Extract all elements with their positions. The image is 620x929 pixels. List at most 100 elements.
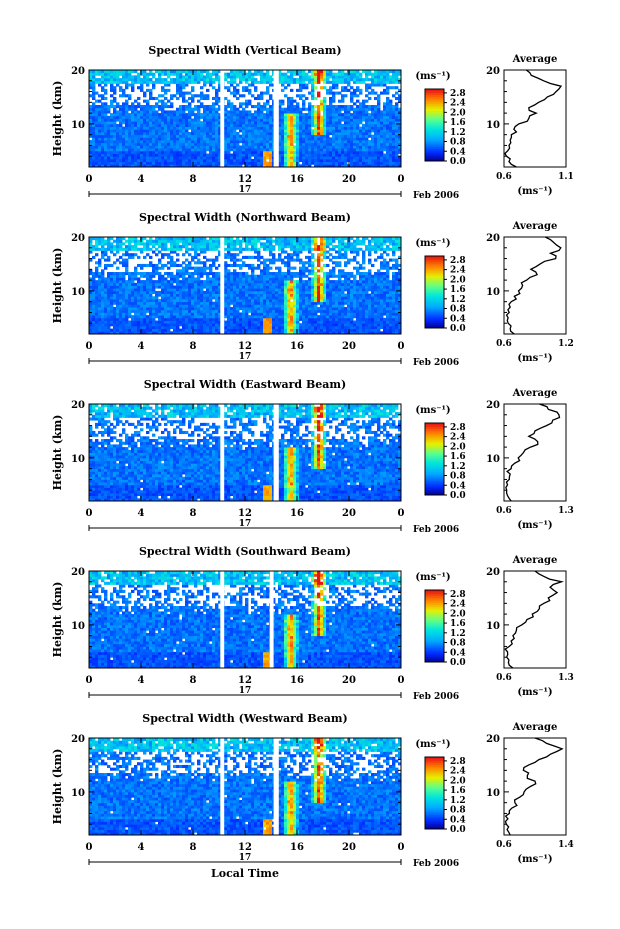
x-tick-label: 8 bbox=[190, 842, 197, 853]
x-tick-label: 0 bbox=[86, 508, 93, 519]
x-tick-label: 16 bbox=[290, 842, 304, 853]
colorbar-tick-label: 2.0 bbox=[450, 442, 466, 452]
data-gap-0 bbox=[220, 404, 225, 501]
x-tick-label: 8 bbox=[190, 341, 197, 352]
y-tick-label: 20 bbox=[71, 66, 85, 77]
colorbar-tick-label: 1.6 bbox=[450, 118, 466, 128]
x-tick-label: 0 bbox=[86, 174, 93, 185]
panel-title: Spectral Width (Northward Beam) bbox=[139, 211, 351, 224]
colorbar: (ms⁻¹) 0.00.40.81.21.62.02.42.8 bbox=[415, 572, 465, 668]
data-gap-1 bbox=[273, 404, 279, 501]
colorbar-unit-label: (ms⁻¹) bbox=[415, 405, 450, 416]
data-gap-0 bbox=[220, 237, 225, 334]
x-tick-label: 20 bbox=[342, 341, 356, 352]
average-line bbox=[504, 737, 564, 836]
average-frame bbox=[503, 236, 567, 335]
colorbar-unit-label: (ms⁻¹) bbox=[415, 238, 450, 249]
x-tick-label: 20 bbox=[342, 508, 356, 519]
x-tick-label: 4 bbox=[138, 508, 145, 519]
panel-title: Spectral Width (Southward Beam) bbox=[139, 545, 351, 558]
colorbar-tick-label: 1.2 bbox=[450, 629, 466, 639]
average-profile: Average 10 20 0.6 1.4 (ms⁻¹) bbox=[486, 722, 574, 865]
average-x-tick-label: 0.6 bbox=[496, 339, 512, 349]
colorbar-tick-label: 1.6 bbox=[450, 452, 466, 462]
colorbar-tick-label: 2.8 bbox=[450, 757, 466, 767]
y-axis-label: Height (km) bbox=[51, 749, 64, 825]
y-axis-label: Height (km) bbox=[51, 582, 64, 658]
x-tick-label: 12 bbox=[238, 842, 252, 853]
colorbar: (ms⁻¹) 0.00.40.81.21.62.02.42.8 bbox=[415, 71, 465, 167]
average-x-label: (ms⁻¹) bbox=[517, 520, 552, 531]
y-axis-label: Height (km) bbox=[51, 248, 64, 324]
x-tick-label: 8 bbox=[190, 675, 197, 686]
x-tick-label: 12 bbox=[238, 675, 252, 686]
beam-panel-2: Spectral Width (Eastward Beam) 10 20 Height… bbox=[51, 378, 574, 535]
average-y-tick-label: 20 bbox=[486, 734, 500, 745]
colorbar-tick-label: 0.0 bbox=[450, 157, 466, 167]
colorbar-tick-label: 1.2 bbox=[450, 796, 466, 806]
colorbar-tick-label: 2.4 bbox=[450, 767, 466, 777]
x-tick-label: 20 bbox=[342, 174, 356, 185]
panel-title: Spectral Width (Westward Beam) bbox=[142, 712, 347, 725]
colorbar-tick-label: 0.4 bbox=[450, 147, 466, 157]
average-frame bbox=[503, 570, 567, 669]
average-x-tick-label: 1.3 bbox=[558, 506, 574, 516]
colorbar-frame bbox=[424, 88, 445, 162]
average-line bbox=[505, 236, 562, 335]
average-y-tick-label: 10 bbox=[486, 788, 500, 799]
y-axis-label: Height (km) bbox=[51, 81, 64, 157]
colorbar-unit-label: (ms⁻¹) bbox=[415, 572, 450, 583]
average-title: Average bbox=[512, 54, 558, 65]
heatmap-field bbox=[89, 404, 402, 502]
beam-panel-1: Spectral Width (Northward Beam) 10 20 Heigh… bbox=[51, 211, 574, 368]
average-title: Average bbox=[512, 388, 558, 399]
y-tick-label: 10 bbox=[71, 287, 85, 298]
colorbar-tick-label: 2.0 bbox=[450, 108, 466, 118]
average-x-tick-label: 1.4 bbox=[558, 840, 574, 850]
colorbar-tick-label: 0.0 bbox=[450, 658, 466, 668]
beam-panel-0: Spectral Width (Vertical Beam) 10 20 Height… bbox=[51, 44, 574, 201]
panel-title: Spectral Width (Vertical Beam) bbox=[148, 44, 341, 57]
day-label: 17 bbox=[239, 185, 252, 195]
average-y-tick-label: 10 bbox=[486, 454, 500, 465]
heatmap-field bbox=[89, 70, 402, 168]
date-label: Feb 2006 bbox=[413, 191, 459, 201]
colorbar-tick-label: 2.0 bbox=[450, 275, 466, 285]
average-profile: Average 10 20 0.6 1.1 (ms⁻¹) bbox=[486, 54, 574, 197]
x-tick-label: 12 bbox=[238, 341, 252, 352]
y-tick-label: 20 bbox=[71, 734, 85, 745]
average-y-tick-label: 10 bbox=[486, 287, 500, 298]
colorbar-tick-label: 0.4 bbox=[450, 815, 466, 825]
average-y-tick-label: 20 bbox=[486, 400, 500, 411]
average-x-tick-label: 0.6 bbox=[496, 172, 512, 182]
colorbar-tick-label: 0.0 bbox=[450, 324, 466, 334]
colorbar: (ms⁻¹) 0.00.40.81.21.62.02.42.8 bbox=[415, 238, 465, 334]
colorbar-tick-label: 2.8 bbox=[450, 590, 466, 600]
day-label: 17 bbox=[239, 686, 252, 696]
average-x-tick-label: 0.6 bbox=[496, 673, 512, 683]
colorbar-tick-label: 2.0 bbox=[450, 776, 466, 786]
data-gap-0 bbox=[220, 70, 225, 167]
x-tick-label: 16 bbox=[290, 508, 304, 519]
heatmap-field bbox=[89, 237, 402, 335]
colorbar-frame bbox=[424, 422, 445, 496]
x-tick-label: 0 bbox=[398, 174, 405, 185]
y-tick-label: 20 bbox=[71, 567, 85, 578]
x-tick-label: 4 bbox=[138, 174, 145, 185]
y-tick-label: 10 bbox=[71, 454, 85, 465]
colorbar-tick-label: 0.4 bbox=[450, 648, 466, 658]
average-profile: Average 10 20 0.6 1.3 (ms⁻¹) bbox=[486, 555, 574, 698]
average-y-tick-label: 20 bbox=[486, 233, 500, 244]
average-line bbox=[505, 403, 561, 502]
colorbar-tick-label: 2.4 bbox=[450, 99, 466, 109]
average-x-label: (ms⁻¹) bbox=[517, 186, 552, 197]
x-tick-label: 8 bbox=[190, 508, 197, 519]
x-tick-label: 16 bbox=[290, 675, 304, 686]
day-label: 17 bbox=[239, 352, 252, 362]
average-title: Average bbox=[512, 221, 558, 232]
day-label: 17 bbox=[239, 853, 252, 863]
date-label: Feb 2006 bbox=[413, 859, 459, 869]
colorbar-tick-label: 1.2 bbox=[450, 295, 466, 305]
y-tick-label: 10 bbox=[71, 621, 85, 632]
